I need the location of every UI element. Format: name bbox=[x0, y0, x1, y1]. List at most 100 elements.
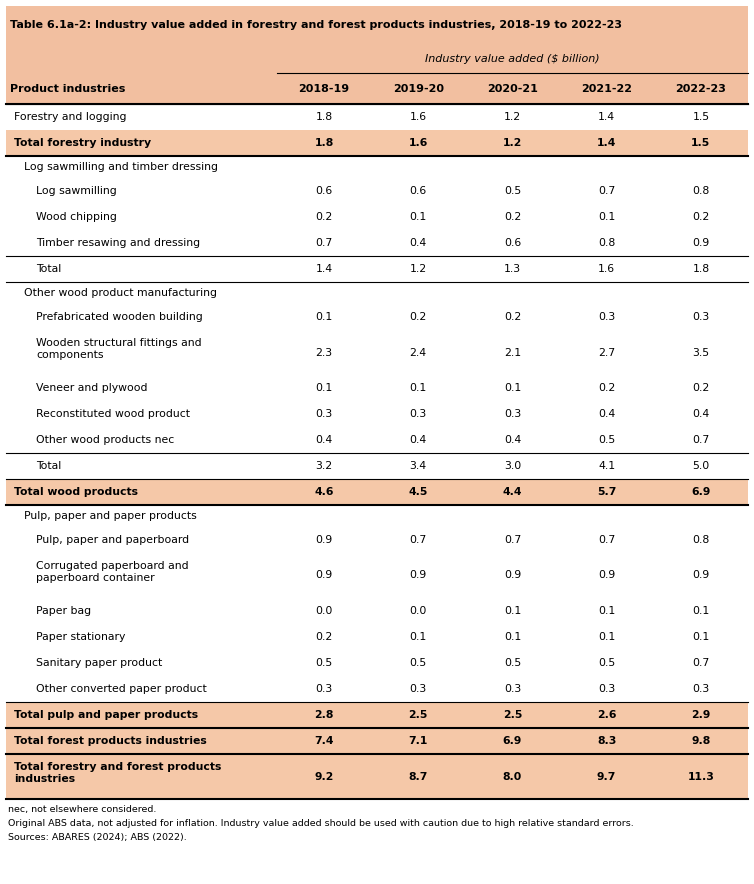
Text: 1.2: 1.2 bbox=[504, 112, 521, 122]
Text: Pulp, paper and paperboard: Pulp, paper and paperboard bbox=[36, 535, 189, 545]
Text: Paper stationary: Paper stationary bbox=[36, 632, 125, 642]
Text: 6.9: 6.9 bbox=[503, 736, 522, 746]
Text: Total wood products: Total wood products bbox=[14, 487, 138, 497]
Text: 2.7: 2.7 bbox=[598, 347, 615, 357]
Text: 2.4: 2.4 bbox=[409, 347, 427, 357]
Text: 1.8: 1.8 bbox=[692, 264, 710, 274]
Bar bbox=[6, 45, 748, 73]
Text: 0.3: 0.3 bbox=[315, 684, 333, 694]
Text: 0.2: 0.2 bbox=[315, 212, 333, 222]
Text: 0.7: 0.7 bbox=[315, 238, 333, 248]
Text: 0.6: 0.6 bbox=[315, 186, 333, 196]
Text: 0.5: 0.5 bbox=[315, 658, 333, 668]
Text: 9.2: 9.2 bbox=[314, 772, 333, 781]
Text: Table 6.1a-2: Industry value added in forestry and forest products industries, 2: Table 6.1a-2: Industry value added in fo… bbox=[10, 20, 622, 31]
Text: Total forestry industry: Total forestry industry bbox=[14, 138, 151, 148]
Bar bbox=[6, 676, 748, 702]
Text: 0.8: 0.8 bbox=[692, 186, 710, 196]
Text: 7.4: 7.4 bbox=[314, 736, 334, 746]
Text: 0.5: 0.5 bbox=[409, 658, 427, 668]
Text: 0.5: 0.5 bbox=[598, 435, 615, 445]
Text: Sanitary paper product: Sanitary paper product bbox=[36, 658, 162, 668]
Text: Wooden structural fittings and
components: Wooden structural fittings and component… bbox=[36, 338, 201, 360]
Text: 0.7: 0.7 bbox=[598, 186, 615, 196]
Text: 0.3: 0.3 bbox=[504, 684, 521, 694]
Text: 0.8: 0.8 bbox=[692, 535, 710, 545]
Bar bbox=[6, 104, 748, 130]
Bar bbox=[6, 527, 748, 553]
Text: 1.4: 1.4 bbox=[598, 112, 615, 122]
Text: 0.1: 0.1 bbox=[409, 383, 427, 393]
Text: 0.3: 0.3 bbox=[692, 312, 710, 322]
Text: 0.9: 0.9 bbox=[598, 570, 615, 581]
Text: 4.4: 4.4 bbox=[503, 487, 523, 497]
Text: 8.3: 8.3 bbox=[597, 736, 616, 746]
Text: 1.8: 1.8 bbox=[315, 112, 333, 122]
Text: 3.2: 3.2 bbox=[315, 461, 333, 471]
Text: 0.2: 0.2 bbox=[692, 212, 710, 222]
Text: 2.6: 2.6 bbox=[597, 710, 617, 720]
Text: 2022-23: 2022-23 bbox=[676, 83, 726, 94]
Text: 0.8: 0.8 bbox=[598, 238, 615, 248]
Text: 0.2: 0.2 bbox=[504, 312, 521, 322]
Text: 0.5: 0.5 bbox=[504, 186, 521, 196]
Text: 2.9: 2.9 bbox=[691, 710, 710, 720]
Text: Wood chipping: Wood chipping bbox=[36, 212, 117, 222]
Text: 0.3: 0.3 bbox=[315, 409, 333, 419]
Bar bbox=[6, 6, 748, 45]
Text: Other converted paper product: Other converted paper product bbox=[36, 684, 207, 694]
Text: nec, not elsewhere considered.: nec, not elsewhere considered. bbox=[8, 805, 156, 814]
Bar bbox=[6, 282, 748, 304]
Text: 1.6: 1.6 bbox=[409, 138, 428, 148]
Text: Log sawmilling and timber dressing: Log sawmilling and timber dressing bbox=[24, 162, 218, 172]
Text: 8.0: 8.0 bbox=[503, 772, 522, 781]
Text: Forestry and logging: Forestry and logging bbox=[14, 112, 127, 122]
Text: 0.3: 0.3 bbox=[409, 684, 427, 694]
Bar bbox=[6, 73, 748, 104]
Bar bbox=[6, 505, 748, 527]
Text: Sources: ABARES (2024); ABS (2022).: Sources: ABARES (2024); ABS (2022). bbox=[8, 833, 187, 842]
Text: 0.9: 0.9 bbox=[315, 535, 333, 545]
Text: 0.3: 0.3 bbox=[598, 312, 615, 322]
Text: 0.1: 0.1 bbox=[409, 212, 427, 222]
Text: Product industries: Product industries bbox=[10, 83, 125, 94]
Text: 11.3: 11.3 bbox=[688, 772, 714, 781]
Text: 0.5: 0.5 bbox=[598, 658, 615, 668]
Bar bbox=[6, 178, 748, 204]
Text: 0.3: 0.3 bbox=[598, 684, 615, 694]
Text: 2.8: 2.8 bbox=[314, 710, 333, 720]
Text: 9.7: 9.7 bbox=[597, 772, 616, 781]
Text: 0.7: 0.7 bbox=[598, 535, 615, 545]
Text: 7.1: 7.1 bbox=[409, 736, 428, 746]
Text: Other wood product manufacturing: Other wood product manufacturing bbox=[24, 288, 217, 298]
Text: 2.1: 2.1 bbox=[504, 347, 521, 357]
Text: 0.7: 0.7 bbox=[692, 435, 710, 445]
Bar bbox=[6, 453, 748, 479]
Bar bbox=[6, 754, 748, 799]
Text: 0.9: 0.9 bbox=[504, 570, 521, 581]
Text: Reconstituted wood product: Reconstituted wood product bbox=[36, 409, 190, 419]
Text: 0.2: 0.2 bbox=[409, 312, 427, 322]
Text: 0.9: 0.9 bbox=[315, 570, 333, 581]
Text: Total: Total bbox=[36, 461, 61, 471]
Text: 0.9: 0.9 bbox=[409, 570, 427, 581]
Text: 0.4: 0.4 bbox=[504, 435, 521, 445]
Text: 0.1: 0.1 bbox=[692, 632, 710, 642]
Text: 0.1: 0.1 bbox=[692, 606, 710, 616]
Text: 0.1: 0.1 bbox=[598, 212, 615, 222]
Text: 0.4: 0.4 bbox=[315, 435, 333, 445]
Text: 1.8: 1.8 bbox=[314, 138, 333, 148]
Bar bbox=[6, 598, 748, 624]
Text: Veneer and plywood: Veneer and plywood bbox=[36, 383, 148, 393]
Text: 0.1: 0.1 bbox=[598, 632, 615, 642]
Text: 0.1: 0.1 bbox=[598, 606, 615, 616]
Text: 3.0: 3.0 bbox=[504, 461, 521, 471]
Text: 0.6: 0.6 bbox=[409, 186, 427, 196]
Text: 0.0: 0.0 bbox=[409, 606, 427, 616]
Bar bbox=[6, 553, 748, 598]
Bar bbox=[6, 702, 748, 728]
Text: 0.1: 0.1 bbox=[315, 383, 333, 393]
Text: 1.2: 1.2 bbox=[409, 264, 427, 274]
Text: 1.2: 1.2 bbox=[503, 138, 522, 148]
Text: 0.4: 0.4 bbox=[409, 435, 427, 445]
